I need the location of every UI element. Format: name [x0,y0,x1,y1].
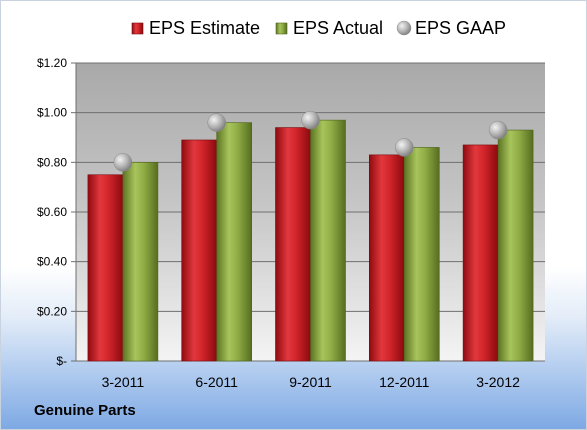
legend-eps-actual: EPS Actual [275,18,383,38]
legend-eps-gaap: EPS GAAP [396,18,506,38]
point-eps-gaap [113,153,133,172]
x-axis-ticks: 3-2011 6-2011 9-2011 12-2011 3-2012 [102,374,520,390]
y-tick-label: $1.00 [37,106,67,120]
y-tick-label: $0.40 [37,255,67,269]
point-eps-gaap [488,120,508,140]
point-eps-gaap [395,138,414,157]
legend-eps-gaap-label: EPS GAAP [415,18,506,38]
bar-eps-actual [310,119,346,362]
legend-eps-estimate-label: EPS Estimate [149,18,260,38]
company-label: Genuine Parts [34,402,136,419]
x-tick-label: 6-2011 [195,374,238,390]
legend-eps-estimate: EPS Estimate [131,18,260,38]
y-tick-label: $- [56,354,67,368]
x-tick-label: 9-2011 [289,374,332,390]
bar-eps-estimate [462,144,499,362]
legend-eps-gaap-swatch [396,20,412,36]
legend-eps-actual-label: EPS Actual [293,18,383,38]
legend: EPS Estimate EPS Actual EPS GAAP [131,18,506,38]
legend-eps-actual-swatch [275,22,288,35]
y-tick-label: $0.80 [37,155,67,169]
bars [87,119,534,362]
bar-eps-actual [497,129,534,362]
bar-eps-actual [216,122,252,362]
point-eps-gaap [207,113,226,132]
bar-eps-estimate [368,154,405,362]
y-axis-ticks: $- $0.20 $0.40 $0.60 $0.80 $1.00 $1.20 [37,56,67,368]
x-tick-label: 12-2011 [379,374,430,390]
bar-eps-estimate [275,127,311,362]
x-tick-label: 3-2012 [476,374,520,390]
y-tick-label: $0.60 [37,205,67,219]
x-tick-label: 3-2011 [102,374,145,390]
gaap-points [113,110,508,172]
bar-eps-actual [403,147,440,362]
y-tick-label: $1.20 [37,56,67,70]
y-tick-label: $0.20 [37,304,67,318]
bar-eps-actual [122,162,159,362]
legend-eps-estimate-swatch [131,22,144,35]
bar-eps-estimate [181,139,217,362]
bar-eps-estimate [87,174,124,362]
point-eps-gaap [301,110,320,130]
